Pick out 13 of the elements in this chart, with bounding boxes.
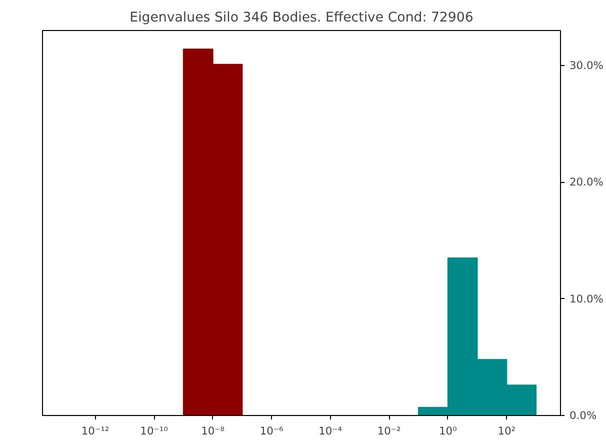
- y-tick-label: 20.0%: [570, 176, 604, 189]
- y-tick-label: 30.0%: [570, 59, 604, 72]
- chart-title: Eigenvalues Silo 346 Bodies. Effective Cond: 72906: [130, 10, 474, 26]
- x-tick-label: 10⁰: [438, 424, 457, 438]
- x-tick-label: 10²: [498, 424, 516, 438]
- x-tick-label: 10⁻⁸: [201, 424, 225, 438]
- x-tick-label: 10⁻¹⁰: [140, 424, 168, 438]
- x-tick-label: 10⁻²: [377, 424, 401, 438]
- x-tick-label: 10⁻⁶: [260, 424, 284, 438]
- y-tick-label: 10.0%: [570, 292, 604, 306]
- x-tick-label: 10⁻¹²: [81, 424, 110, 438]
- y-tick-label: 0.0%: [570, 409, 597, 422]
- x-tick-label: 10⁻⁴: [318, 424, 342, 438]
